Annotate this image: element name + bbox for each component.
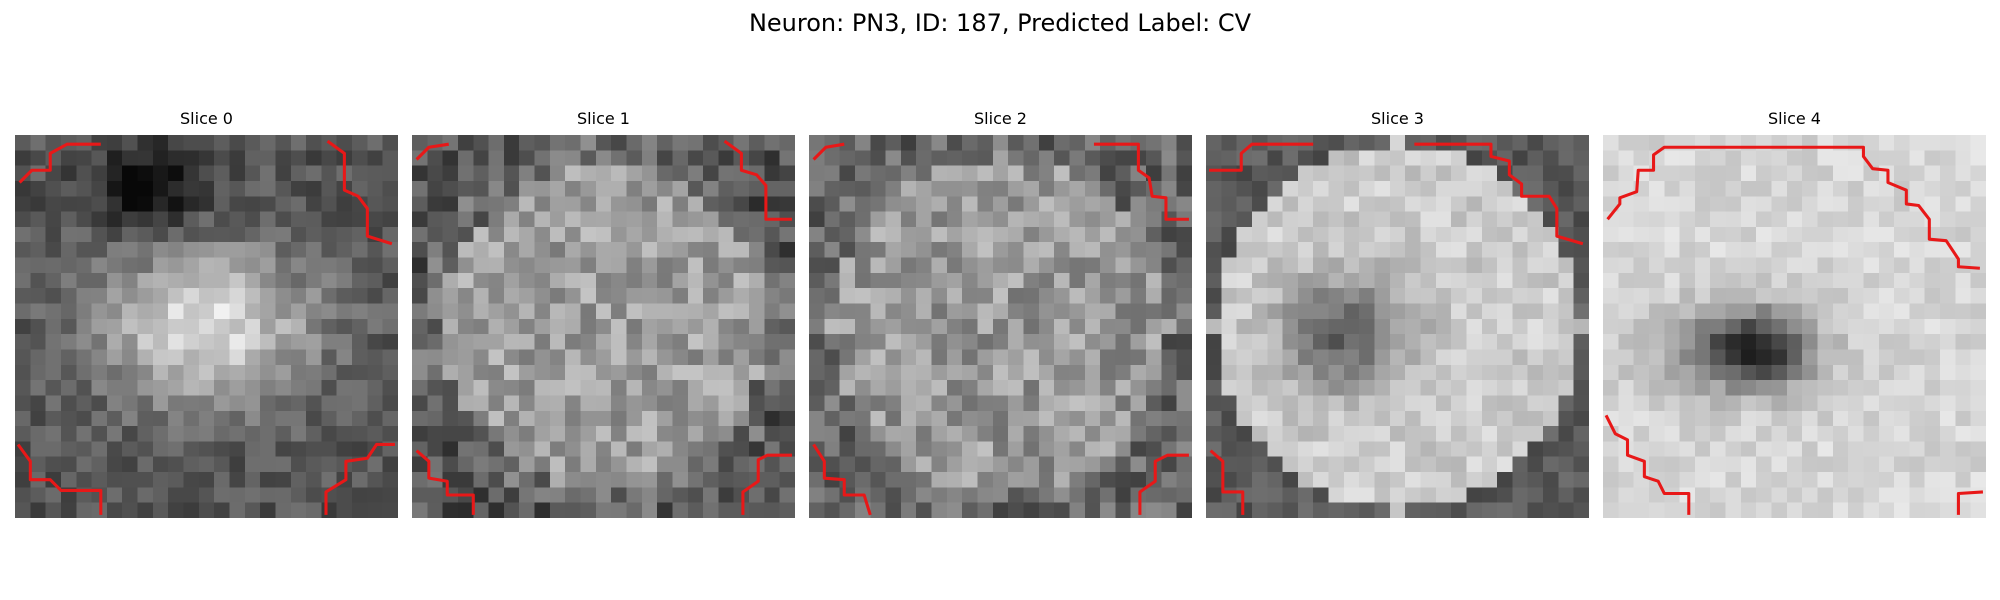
contour-line <box>723 139 792 221</box>
contour-line <box>812 142 845 161</box>
contour-line <box>415 449 475 515</box>
contour-line <box>1209 449 1245 515</box>
pixel-grid <box>412 135 795 518</box>
contour-line <box>1138 453 1189 515</box>
slice-title: Slice 1 <box>577 109 630 128</box>
slice-image <box>809 135 1192 518</box>
slice-image <box>1603 135 1986 518</box>
contour-lines <box>16 139 395 515</box>
contour-lines <box>1209 142 1584 515</box>
pixel-grid <box>809 135 1192 518</box>
pixel-grid <box>1206 135 1589 518</box>
contour-line <box>415 142 450 161</box>
slice-image <box>1206 135 1589 518</box>
pixel-grid <box>15 135 398 518</box>
contour-line <box>1604 414 1691 515</box>
contour-line <box>326 139 393 246</box>
contour-line <box>1209 142 1314 172</box>
contour-lines <box>1604 145 1984 515</box>
contour-lines <box>812 142 1189 516</box>
contour-line <box>1093 142 1189 221</box>
slice-image <box>15 135 398 518</box>
contour-lines <box>415 139 792 515</box>
contour-line <box>16 443 103 515</box>
figure-title: Neuron: PN3, ID: 187, Predicted Label: C… <box>748 9 1252 37</box>
slice-title: Slice 3 <box>1371 109 1424 128</box>
contour-line <box>812 443 872 516</box>
contour-line <box>1414 142 1584 246</box>
slice-title: Slice 0 <box>180 109 233 128</box>
contour-line <box>741 453 792 515</box>
contour-line <box>1606 145 1980 270</box>
slice-title: Slice 4 <box>1768 109 1821 128</box>
pixel-grid <box>1603 135 1986 518</box>
contour-line <box>18 142 101 184</box>
slice-image <box>412 135 795 518</box>
slice-title: Slice 2 <box>974 109 1027 128</box>
contour-line <box>324 442 395 515</box>
contour-line <box>1956 490 1984 515</box>
